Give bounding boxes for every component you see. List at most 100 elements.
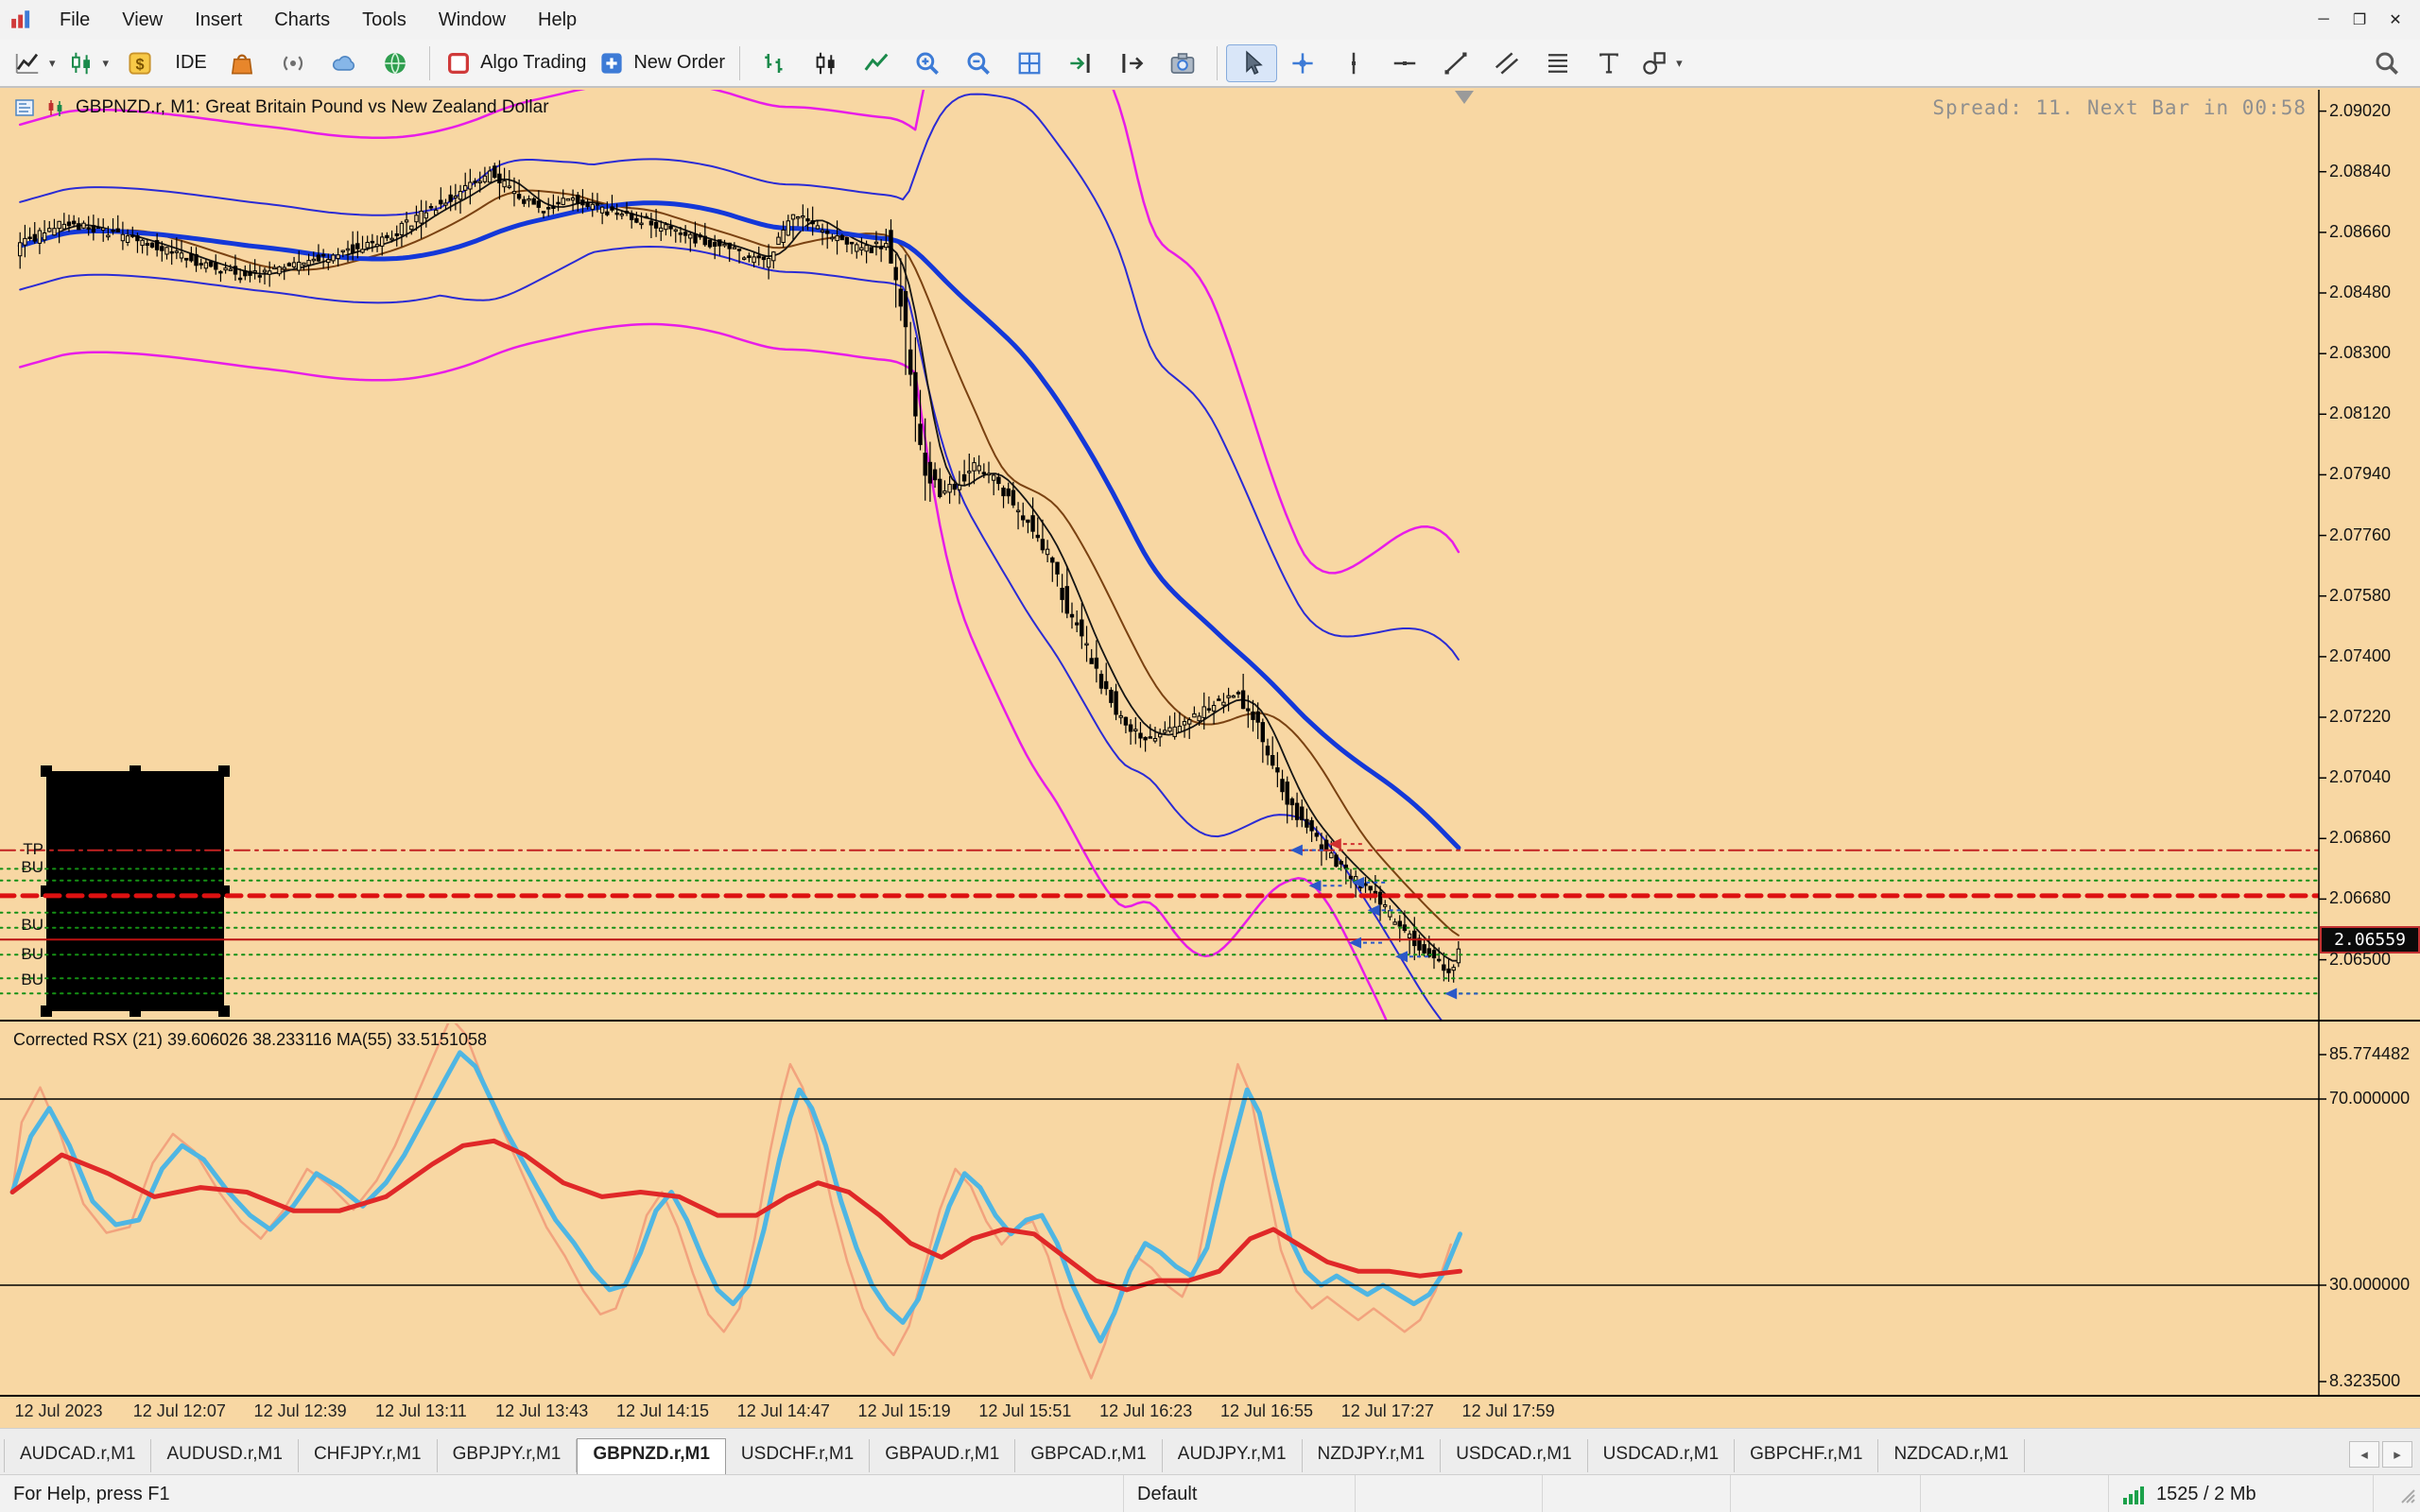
market-watch-icon: $ — [129, 51, 151, 75]
toolbar-separator — [739, 45, 741, 80]
menu-tools[interactable]: Tools — [362, 9, 406, 30]
tab-nzdjpy-r-m1[interactable]: NZDJPY.r,M1 — [1303, 1439, 1442, 1472]
tab-gbpjpy-r-m1[interactable]: GBPJPY.r,M1 — [438, 1439, 578, 1472]
new-order-icon — [601, 52, 622, 74]
chart-canvas[interactable] — [0, 86, 2420, 1428]
tile-windows-icon — [1018, 52, 1041, 74]
trendline-button[interactable] — [1430, 44, 1481, 82]
chart-window-icon — [9, 6, 38, 34]
chart-shift-button[interactable] — [1106, 44, 1157, 82]
zoom-in-button[interactable] — [902, 44, 953, 82]
trendline-icon — [1444, 52, 1467, 74]
shapes-icon — [1643, 51, 1666, 75]
tab-usdcad-r-m1[interactable]: USDCAD.r,M1 — [1588, 1439, 1736, 1472]
scroll-right-button[interactable]: ▸ — [2382, 1441, 2412, 1468]
toolbar-separator — [429, 45, 431, 80]
menu-items: File View Insert Charts Tools Window Help — [43, 0, 593, 40]
signals-button[interactable] — [268, 44, 319, 82]
status-empty-4 — [1920, 1475, 2108, 1512]
status-help: For Help, press F1 — [13, 1483, 170, 1504]
tab-gbpchf-r-m1[interactable]: GBPCHF.r,M1 — [1735, 1439, 1879, 1472]
status-empty-2 — [1542, 1475, 1730, 1512]
cloud-button[interactable] — [319, 44, 370, 82]
algo-trading-button[interactable]: Algo Trading — [439, 44, 592, 82]
chart-style-button[interactable]: ▾ — [61, 44, 115, 82]
signals-icon — [283, 55, 303, 71]
resize-grip[interactable] — [2373, 1475, 2420, 1512]
menu-help[interactable]: Help — [538, 9, 578, 30]
tab-gbpcad-r-m1[interactable]: GBPCAD.r,M1 — [1015, 1439, 1163, 1472]
tab-gbpaud-r-m1[interactable]: GBPAUD.r,M1 — [870, 1439, 1016, 1472]
line-mode-icon — [864, 53, 889, 71]
chart-type-button[interactable]: ▾ — [8, 44, 61, 82]
status-empty-3 — [1730, 1475, 1920, 1512]
screenshot-button[interactable] — [1157, 44, 1208, 82]
menu-window[interactable]: Window — [438, 9, 507, 30]
new-order-label: New Order — [633, 52, 726, 73]
text-tool-button[interactable] — [1583, 44, 1634, 82]
tab-gbpnzd-r-m1[interactable]: GBPNZD.r,M1 — [577, 1438, 726, 1475]
new-order-button[interactable]: New Order — [592, 44, 731, 82]
tab-audusd-r-m1[interactable]: AUDUSD.r,M1 — [151, 1439, 299, 1472]
connection-bars-icon — [2123, 1486, 2144, 1504]
candles-mode-button[interactable] — [800, 44, 851, 82]
equidistant-channel-icon — [1495, 51, 1519, 75]
auto-scroll-button[interactable] — [1055, 44, 1106, 82]
fibonacci-button[interactable] — [1532, 44, 1583, 82]
chevron-down-icon: ▾ — [102, 55, 110, 70]
toolbar: ▾ ▾ $ IDE Algo Trading New Order ▾ — [0, 40, 2420, 88]
market-icon — [232, 54, 253, 74]
bars-mode-button[interactable] — [749, 44, 800, 82]
tile-windows-button[interactable] — [1004, 44, 1055, 82]
equidistant-channel-button[interactable] — [1481, 44, 1532, 82]
restore-button[interactable]: ❐ — [2352, 12, 2367, 28]
symbol-tabs: AUDCAD.r,M1 AUDUSD.r,M1 CHFJPY.r,M1 GBPJPY.… — [0, 1428, 2420, 1475]
auto-scroll-icon — [1070, 53, 1090, 73]
search-button[interactable] — [2361, 44, 2412, 82]
scroll-left-button[interactable]: ◂ — [2349, 1441, 2379, 1468]
minimize-button[interactable]: ─ — [2318, 11, 2329, 27]
tab-nzdcad-r-m1[interactable]: NZDCAD.r,M1 — [1878, 1439, 2025, 1472]
crosshair-button[interactable] — [1277, 44, 1328, 82]
tab-audcad-r-m1[interactable]: AUDCAD.r,M1 — [4, 1439, 152, 1472]
resize-grip-icon — [2401, 1489, 2415, 1503]
zoom-out-button[interactable] — [953, 44, 1004, 82]
close-button[interactable]: ✕ — [2389, 12, 2402, 28]
svg-text:$: $ — [136, 56, 145, 73]
shapes-button[interactable]: ▾ — [1634, 44, 1688, 82]
tab-usdchf-r-m1[interactable]: USDCHF.r,M1 — [726, 1439, 871, 1472]
bars-mode-icon — [765, 53, 783, 73]
algo-trading-label: Algo Trading — [480, 52, 587, 73]
vertical-line-button[interactable] — [1328, 44, 1379, 82]
cursor-button[interactable] — [1226, 43, 1278, 82]
fibonacci-icon — [1548, 53, 1568, 73]
vertical-line-icon — [1352, 52, 1357, 74]
text-tool-icon — [1599, 53, 1618, 73]
ide-label: IDE — [175, 52, 207, 73]
chart-shift-icon — [1122, 53, 1144, 73]
menu-bar: File View Insert Charts Tools Window Help ─ ❐ ✕ — [0, 0, 2420, 41]
tab-usdcad-r-m1[interactable]: USDCAD.r,M1 — [1441, 1439, 1588, 1472]
menu-charts[interactable]: Charts — [274, 9, 331, 30]
tab-chfjpy-r-m1[interactable]: CHFJPY.r,M1 — [299, 1439, 438, 1472]
menu-view[interactable]: View — [122, 9, 164, 30]
ide-button[interactable]: IDE — [165, 44, 216, 82]
zoom-in-icon — [916, 52, 940, 75]
chart-style-icon — [71, 52, 90, 74]
menu-insert[interactable]: Insert — [195, 9, 243, 30]
memory-usage: 1525 / 2 Mb — [2156, 1483, 2256, 1504]
chevron-down-icon: ▾ — [49, 55, 56, 70]
market-button[interactable] — [216, 44, 268, 82]
status-bar: For Help, press F1 Default 1525 / 2 Mb — [0, 1474, 2420, 1512]
status-connection: 1525 / 2 Mb — [2108, 1475, 2373, 1512]
chevron-down-icon: ▾ — [1676, 55, 1683, 70]
community-icon — [385, 52, 406, 74]
community-button[interactable] — [370, 44, 421, 82]
horizontal-line-button[interactable] — [1379, 44, 1430, 82]
status-profile[interactable]: Default — [1123, 1475, 1355, 1512]
market-watch-button[interactable]: $ — [114, 44, 165, 82]
line-mode-button[interactable] — [851, 44, 902, 82]
menu-file[interactable]: File — [60, 9, 91, 30]
tab-audjpy-r-m1[interactable]: AUDJPY.r,M1 — [1163, 1439, 1303, 1472]
